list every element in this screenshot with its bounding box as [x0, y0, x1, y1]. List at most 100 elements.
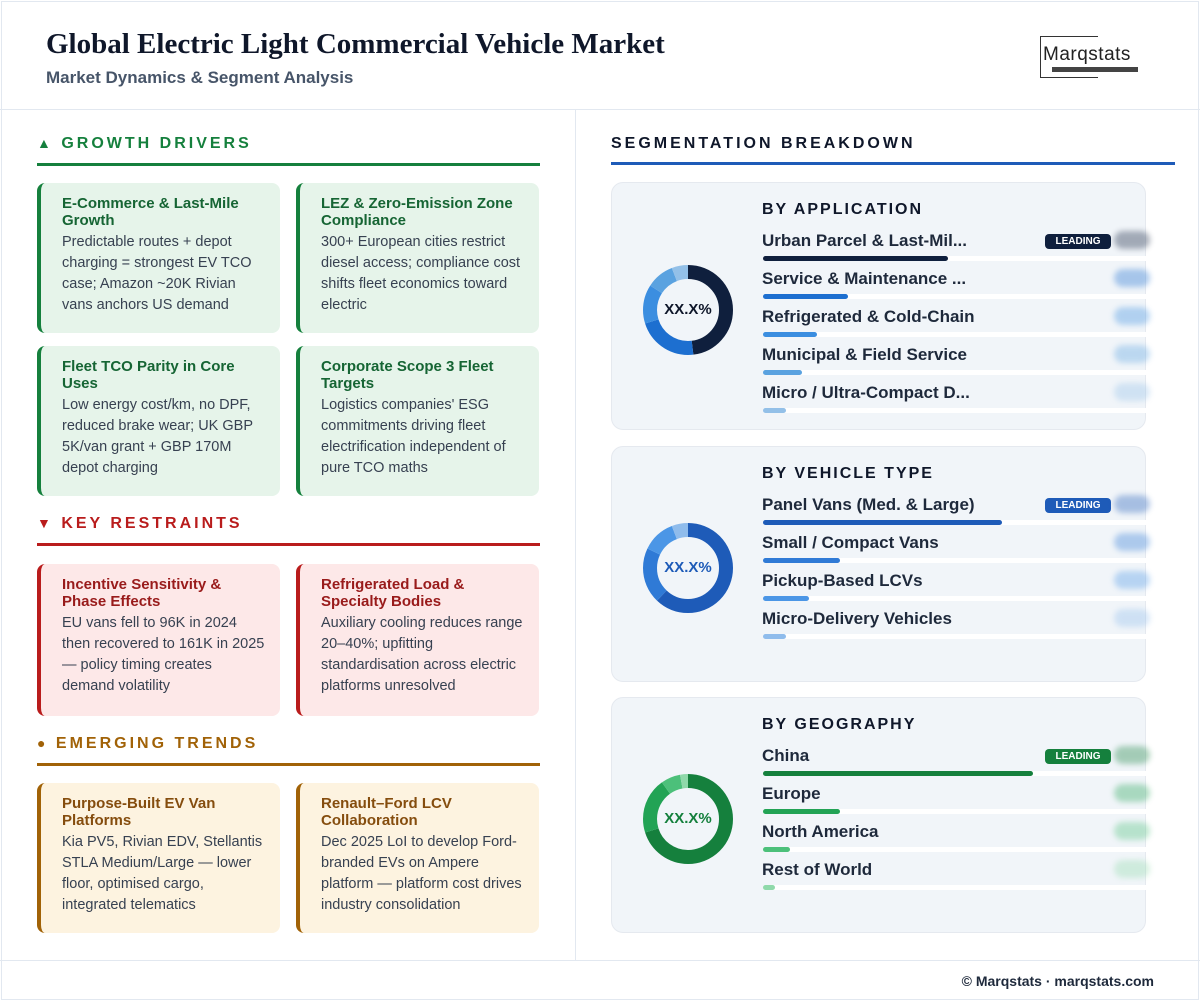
- card-text: Dec 2025 LoI to develop Ford-branded EVs…: [321, 834, 522, 913]
- card-text: Auxiliary cooling reduces range 20–40%; …: [321, 615, 523, 694]
- segment-bar-fill: [763, 294, 848, 299]
- segment-row: China LEADING: [762, 746, 1150, 784]
- card-text: Kia PV5, Rivian EDV, Stellantis STLA Med…: [62, 834, 263, 913]
- donut-segment: [643, 523, 733, 613]
- leading-badge: LEADING: [1045, 234, 1111, 249]
- segment-name: China: [762, 746, 810, 765]
- segment-name: Europe: [762, 784, 821, 803]
- donut-chart: XX.X%: [642, 773, 734, 865]
- drivers-card: Corporate Scope 3 Fleet Targets Logistics…: [296, 346, 539, 496]
- triangle-up-icon: ▲: [37, 135, 54, 151]
- segment-bar-fill: [763, 596, 810, 601]
- segment-bar-track: [763, 885, 1149, 890]
- segment-bar-track: [763, 370, 1149, 375]
- marqstats-logo: Marqstats: [1036, 36, 1156, 78]
- segment-row: Municipal & Field Service: [762, 345, 1150, 383]
- drivers-card: Fleet TCO Parity in Core Uses Low energy …: [37, 346, 280, 496]
- footer-copyright: © Marqstats · marqstats.com: [961, 973, 1154, 989]
- segment-panel: BY GEOGRAPHY XX.X% China LEADING Europe North…: [611, 697, 1150, 933]
- segment-bar-track: [763, 847, 1149, 852]
- card-title: LEZ & Zero-Emission Zone Compliance: [321, 195, 513, 229]
- column-divider: [575, 110, 576, 960]
- donut-chart: XX.X%: [642, 522, 734, 614]
- segment-bar-fill: [763, 520, 1003, 525]
- segment-value-blurred: [1114, 269, 1150, 287]
- segment-name: Rest of World: [762, 860, 873, 879]
- card-title: Renault–Ford LCV Collaboration: [321, 795, 452, 829]
- donut-segment: [643, 523, 733, 613]
- donut-center-label: XX.X%: [664, 810, 712, 827]
- drivers-card: LEZ & Zero-Emission Zone Compliance 300+ …: [296, 183, 539, 333]
- segment-row: Pickup-Based LCVs: [762, 571, 1150, 609]
- card-text: Logistics companies' ESG commitments dri…: [321, 397, 506, 476]
- segment-bar-fill: [763, 634, 787, 639]
- segment-bar-fill: [763, 332, 818, 337]
- segment-panel: BY APPLICATION XX.X% Urban Parcel & Last-M…: [611, 182, 1150, 430]
- segment-name: Municipal & Field Service: [762, 345, 968, 364]
- donut-center-label: XX.X%: [664, 301, 712, 318]
- restraints-underline: [37, 543, 540, 546]
- segment-value-blurred: [1114, 746, 1150, 764]
- segment-row: Micro-Delivery Vehicles: [762, 609, 1150, 647]
- restraints-heading: ▼ KEY RESTRAINTS: [37, 515, 243, 532]
- donut-segment: [643, 265, 733, 355]
- segmentation-heading: SEGMENTATION BREAKDOWN: [611, 135, 916, 152]
- segment-value-blurred: [1114, 784, 1150, 802]
- segment-row: Urban Parcel & Last-Mil... LEADING: [762, 231, 1150, 269]
- segment-name: Refrigerated & Cold-Chain: [762, 307, 975, 326]
- segment-value-blurred: [1114, 495, 1150, 513]
- leading-badge: LEADING: [1045, 749, 1111, 764]
- segment-bar-fill: [763, 885, 775, 890]
- segment-row: Europe: [762, 784, 1150, 822]
- drivers-card: E-Commerce & Last-Mile Growth Predictable…: [37, 183, 280, 333]
- drivers-heading: ▲ GROWTH DRIVERS: [37, 135, 252, 152]
- segment-value-blurred: [1114, 860, 1150, 878]
- segment-value-blurred: [1114, 345, 1150, 363]
- segment-bar-fill: [763, 370, 802, 375]
- leading-badge: LEADING: [1045, 498, 1111, 513]
- card-text: 300+ European cities restrict diesel acc…: [321, 234, 521, 313]
- card-title: Fleet TCO Parity in Core Uses: [62, 358, 235, 392]
- footer: © Marqstats · marqstats.com: [0, 960, 1200, 1001]
- segment-bar-fill: [763, 847, 791, 852]
- page-title: Global Electric Light Commercial Vehicle…: [46, 28, 665, 60]
- donut-center-label: XX.X%: [664, 559, 712, 576]
- segment-name: North America: [762, 822, 879, 841]
- trends-heading: ● EMERGING TRENDS: [37, 735, 259, 752]
- restraints-card: Refrigerated Load & Specialty Bodies Auxi…: [296, 564, 539, 716]
- segment-name: Small / Compact Vans: [762, 533, 939, 552]
- segment-bar-fill: [763, 558, 841, 563]
- segment-bar-fill: [763, 256, 949, 261]
- segment-row: Micro / Ultra-Compact D...: [762, 383, 1150, 421]
- segment-bar-track: [763, 294, 1149, 299]
- segment-row: North America: [762, 822, 1150, 860]
- segment-row: Small / Compact Vans: [762, 533, 1150, 571]
- drivers-underline: [37, 163, 540, 166]
- card-title: E-Commerce & Last-Mile Growth: [62, 195, 239, 229]
- segment-row: Service & Maintenance ...: [762, 269, 1150, 307]
- segment-name: Micro-Delivery Vehicles: [762, 609, 952, 628]
- segment-value-blurred: [1114, 383, 1150, 401]
- segment-row: Panel Vans (Med. & Large) LEADING: [762, 495, 1150, 533]
- segment-name: Urban Parcel & Last-Mil...: [762, 231, 967, 250]
- card-title: Purpose-Built EV Van Platforms: [62, 795, 216, 829]
- circle-icon: ●: [37, 735, 49, 751]
- segment-value-blurred: [1114, 609, 1150, 627]
- segment-name: Panel Vans (Med. & Large): [762, 495, 975, 514]
- panel-title: BY VEHICLE TYPE: [762, 465, 934, 482]
- trends-card: Renault–Ford LCV Collaboration Dec 2025 L…: [296, 783, 539, 933]
- segment-bar-track: [763, 520, 1149, 525]
- segment-row: Rest of World: [762, 860, 1150, 898]
- card-title: Refrigerated Load & Specialty Bodies: [321, 576, 465, 610]
- donut-chart: XX.X%: [642, 264, 734, 356]
- segment-value-blurred: [1114, 822, 1150, 840]
- card-text: Predictable routes + depot charging = st…: [62, 234, 252, 313]
- segment-row: Refrigerated & Cold-Chain: [762, 307, 1150, 345]
- segment-name: Pickup-Based LCVs: [762, 571, 923, 590]
- donut-segment: [643, 774, 733, 864]
- segment-name: Service & Maintenance ...: [762, 269, 967, 288]
- page-subtitle: Market Dynamics & Segment Analysis: [46, 68, 354, 87]
- segment-panel: BY VEHICLE TYPE XX.X% Panel Vans (Med. & L…: [611, 446, 1150, 682]
- card-title: Corporate Scope 3 Fleet Targets: [321, 358, 494, 392]
